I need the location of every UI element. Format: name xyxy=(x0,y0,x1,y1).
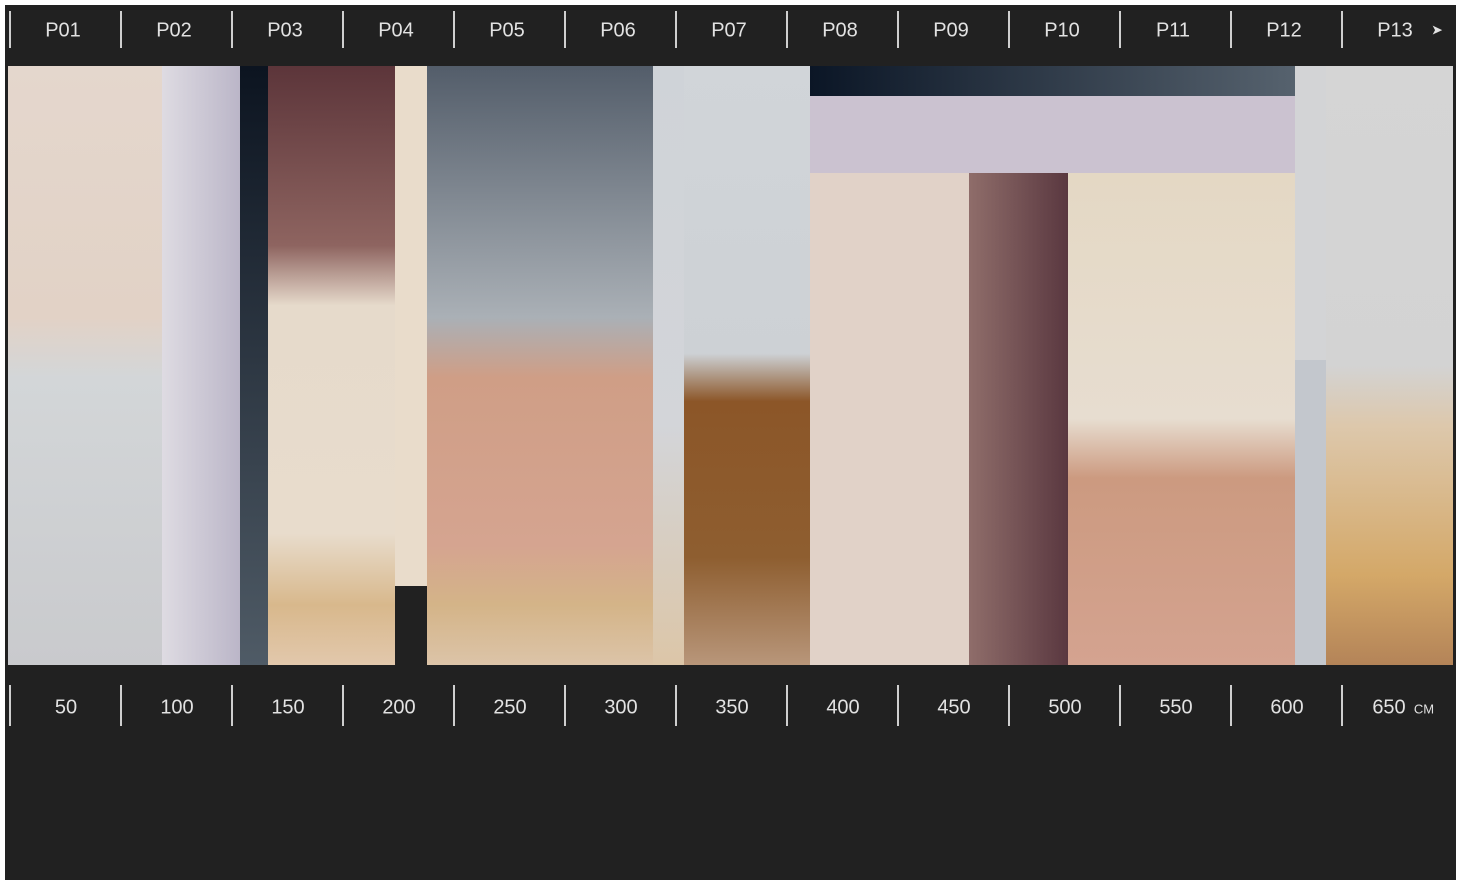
panel-label: P02 xyxy=(156,19,192,41)
panel-label: P08 xyxy=(822,19,858,41)
ruler-mark: 400 xyxy=(826,696,859,718)
panel-label: P12 xyxy=(1266,19,1302,41)
ruler-mark: 600 xyxy=(1270,696,1303,718)
panel-label: P05 xyxy=(489,19,525,41)
panel-label: P09 xyxy=(933,19,969,41)
panel-label: P11 xyxy=(1156,19,1190,41)
artwork xyxy=(8,66,1453,665)
ruler-mark: 150 xyxy=(271,696,304,718)
ruler-unit: CM xyxy=(1414,701,1434,716)
ruler-mark: 50 xyxy=(55,696,77,718)
panel-label: P13 xyxy=(1377,19,1413,41)
ruler-mark: 200 xyxy=(382,696,415,718)
ruler-mark: 500 xyxy=(1048,696,1081,718)
ruler-mark: 450 xyxy=(937,696,970,718)
ruler-mark: 550 xyxy=(1159,696,1192,718)
scroll-arrow[interactable]: ➤ xyxy=(1431,22,1443,38)
ruler-mark: 300 xyxy=(604,696,637,718)
panel-label: P04 xyxy=(378,19,414,41)
panel-label: P07 xyxy=(711,19,747,41)
panel-label: P03 xyxy=(267,19,303,41)
panel-label: P10 xyxy=(1044,19,1080,41)
ruler-mark: 350 xyxy=(715,696,748,718)
ruler-mark: 250 xyxy=(493,696,526,718)
ruler-mark: 100 xyxy=(160,696,193,718)
panel-label: P06 xyxy=(600,19,636,41)
panel-label: P01 xyxy=(45,19,81,41)
ruler-mark: 650 xyxy=(1372,696,1405,718)
